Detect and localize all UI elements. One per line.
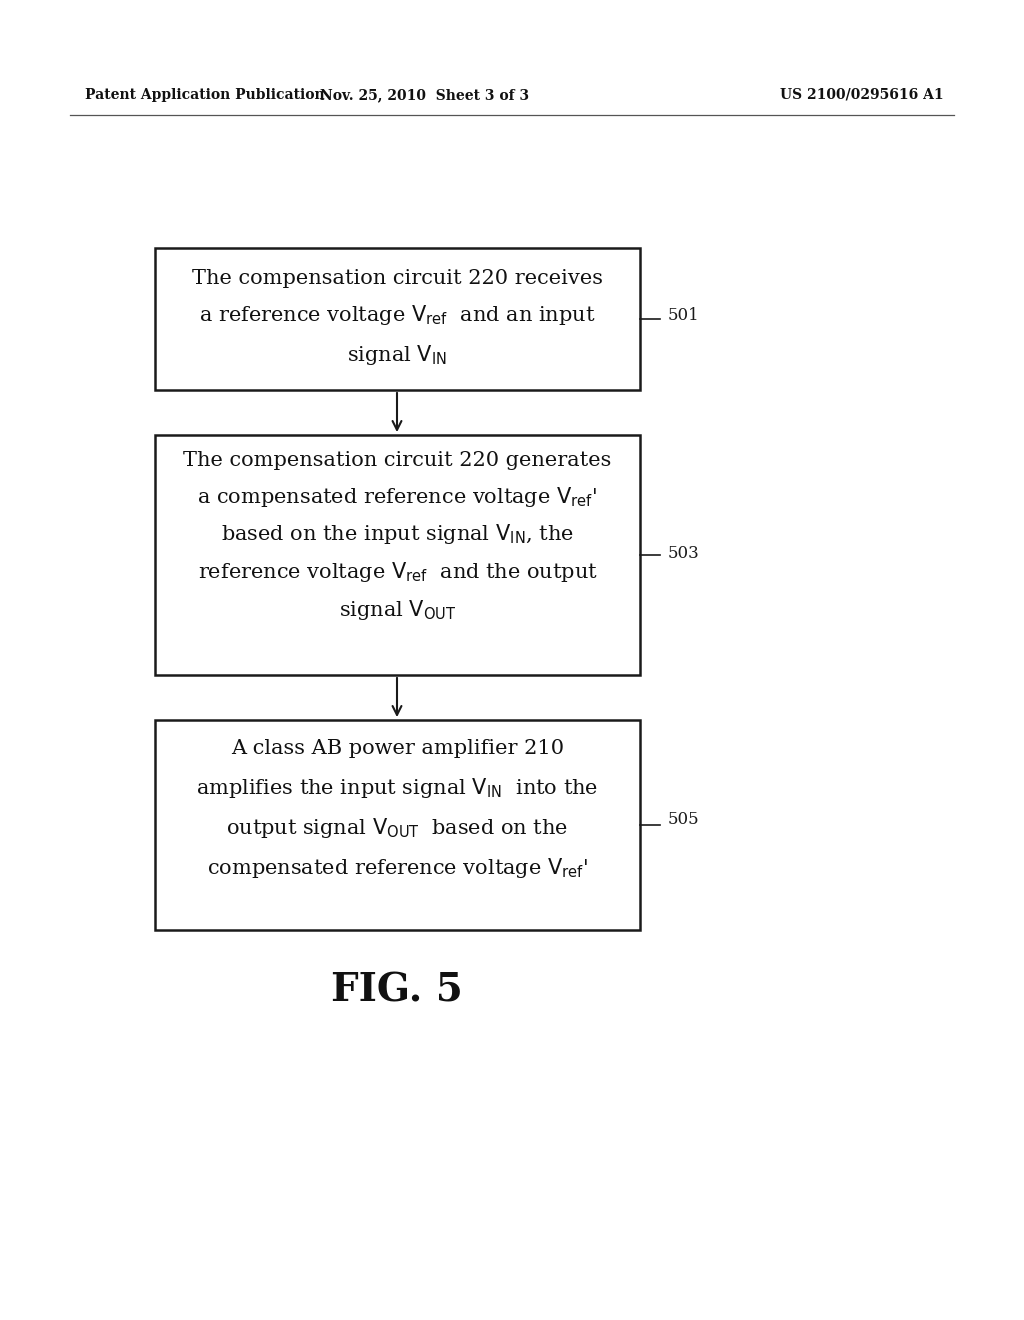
Text: 503: 503 xyxy=(668,544,699,561)
Text: a reference voltage $\mathrm{V}_{\mathrm{ref}}$  and an input: a reference voltage $\mathrm{V}_{\mathrm… xyxy=(200,304,596,327)
Text: Nov. 25, 2010  Sheet 3 of 3: Nov. 25, 2010 Sheet 3 of 3 xyxy=(321,88,529,102)
Text: The compensation circuit 220 receives: The compensation circuit 220 receives xyxy=(193,268,603,288)
Text: 501: 501 xyxy=(668,306,699,323)
Text: compensated reference voltage $\mathrm{V}_{\mathrm{ref}}$': compensated reference voltage $\mathrm{V… xyxy=(207,855,588,880)
Text: The compensation circuit 220 generates: The compensation circuit 220 generates xyxy=(183,450,611,470)
Text: signal $\mathrm{V}_{\mathrm{OUT}}$: signal $\mathrm{V}_{\mathrm{OUT}}$ xyxy=(339,598,456,622)
Text: reference voltage $\mathrm{V}_{\mathrm{ref}}$  and the output: reference voltage $\mathrm{V}_{\mathrm{r… xyxy=(198,560,597,583)
Text: Patent Application Publication: Patent Application Publication xyxy=(85,88,325,102)
Text: FIG. 5: FIG. 5 xyxy=(331,972,463,1008)
Bar xyxy=(155,248,640,389)
Bar xyxy=(155,719,640,931)
Text: A class AB power amplifier 210: A class AB power amplifier 210 xyxy=(231,738,564,758)
Text: signal $\mathrm{V}_{\mathrm{IN}}$: signal $\mathrm{V}_{\mathrm{IN}}$ xyxy=(347,343,447,367)
Text: 505: 505 xyxy=(668,812,699,829)
Text: based on the input signal $\mathrm{V}_{\mathrm{IN}}$, the: based on the input signal $\mathrm{V}_{\… xyxy=(221,521,574,546)
Text: amplifies the input signal $\mathrm{V}_{\mathrm{IN}}$  into the: amplifies the input signal $\mathrm{V}_{… xyxy=(197,776,599,800)
Text: US 2100/0295616 A1: US 2100/0295616 A1 xyxy=(780,88,944,102)
Bar xyxy=(155,436,640,675)
Text: output signal $\mathrm{V}_{\mathrm{OUT}}$  based on the: output signal $\mathrm{V}_{\mathrm{OUT}}… xyxy=(226,816,568,840)
Text: a compensated reference voltage $\mathrm{V}_{\mathrm{ref}}$': a compensated reference voltage $\mathrm… xyxy=(198,484,598,510)
